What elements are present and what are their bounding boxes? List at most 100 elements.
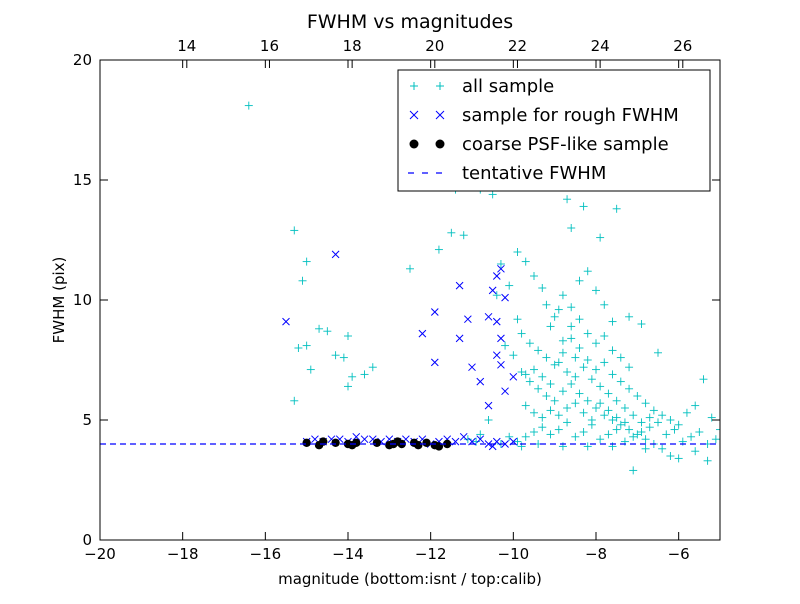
data-point bbox=[682, 408, 691, 417]
data-point bbox=[666, 452, 675, 460]
data-point bbox=[505, 281, 514, 290]
data-point bbox=[331, 250, 340, 259]
data-point bbox=[513, 437, 522, 446]
legend-x-marker bbox=[435, 110, 445, 120]
data-point bbox=[608, 370, 617, 379]
data-point bbox=[282, 317, 290, 326]
x-tick-label: −18 bbox=[167, 545, 199, 563]
data-point bbox=[641, 444, 650, 453]
data-point bbox=[579, 408, 588, 417]
data-point bbox=[542, 300, 551, 309]
data-point bbox=[596, 435, 605, 444]
data-point bbox=[476, 435, 485, 444]
data-point bbox=[484, 312, 493, 321]
data-point bbox=[406, 264, 414, 273]
data-point bbox=[583, 356, 592, 364]
data-point bbox=[687, 432, 696, 441]
data-point bbox=[674, 454, 683, 463]
data-point bbox=[488, 286, 497, 295]
data-point bbox=[497, 360, 505, 369]
data-point bbox=[629, 432, 638, 441]
data-point bbox=[604, 430, 613, 439]
data-point bbox=[517, 368, 526, 376]
x-tick-label: −12 bbox=[415, 545, 447, 563]
data-point bbox=[567, 322, 576, 331]
data-point bbox=[641, 399, 650, 408]
data-point bbox=[517, 329, 526, 338]
data-point bbox=[331, 438, 340, 447]
data-point bbox=[455, 281, 464, 290]
data-point bbox=[360, 370, 369, 379]
legend-label: sample for rough FWHM bbox=[462, 105, 679, 126]
data-point bbox=[670, 425, 679, 434]
data-point bbox=[579, 202, 588, 211]
data-point bbox=[645, 423, 654, 432]
data-point bbox=[290, 226, 299, 235]
data-point bbox=[604, 389, 613, 398]
data-point bbox=[306, 365, 315, 374]
data-point bbox=[459, 231, 468, 240]
data-point bbox=[571, 432, 580, 441]
top-tick-label: 18 bbox=[343, 37, 362, 55]
data-point bbox=[418, 329, 427, 338]
data-point bbox=[302, 257, 311, 266]
data-point bbox=[641, 435, 650, 444]
data-point bbox=[497, 264, 505, 273]
data-point bbox=[550, 360, 559, 369]
data-point bbox=[596, 233, 605, 242]
data-point bbox=[596, 399, 605, 408]
data-point bbox=[505, 432, 514, 441]
data-point bbox=[509, 351, 518, 360]
data-point bbox=[604, 406, 613, 415]
data-point bbox=[509, 372, 518, 381]
data-point bbox=[538, 372, 547, 381]
x-tick-label: −20 bbox=[84, 545, 116, 563]
data-point bbox=[567, 224, 576, 232]
data-point bbox=[538, 423, 547, 432]
top-tick-label: 22 bbox=[508, 37, 527, 55]
data-point bbox=[488, 190, 497, 199]
data-point bbox=[674, 420, 683, 429]
data-point bbox=[463, 435, 472, 444]
data-point bbox=[600, 332, 609, 340]
data-point bbox=[372, 438, 382, 447]
x-tick-label: −14 bbox=[332, 545, 364, 563]
axes: −20 −18 −16 −14 −12 −10 −8 −6 14 16 18 20 22 24 26 0 5 10… bbox=[73, 37, 721, 563]
data-point bbox=[637, 428, 646, 436]
data-point bbox=[695, 428, 704, 436]
data-point bbox=[579, 428, 588, 436]
data-point bbox=[625, 363, 634, 372]
data-point bbox=[600, 358, 609, 367]
data-point bbox=[538, 413, 547, 422]
data-point bbox=[587, 416, 596, 424]
data-point bbox=[468, 363, 476, 372]
y-tick-label: 15 bbox=[73, 171, 92, 189]
data-point bbox=[563, 195, 572, 204]
data-point bbox=[501, 387, 509, 396]
data-point bbox=[546, 322, 555, 331]
data-point bbox=[571, 353, 580, 362]
data-point bbox=[633, 392, 642, 400]
data-point bbox=[530, 272, 538, 280]
series-0 bbox=[244, 101, 720, 475]
x-tick-label: −16 bbox=[250, 545, 282, 563]
data-point bbox=[554, 425, 563, 434]
data-point bbox=[645, 413, 654, 422]
chart-title: FWHM vs magnitudes bbox=[307, 11, 513, 33]
x-tick-label: −6 bbox=[668, 545, 690, 563]
data-point bbox=[315, 324, 324, 333]
data-point bbox=[608, 346, 617, 355]
data-point bbox=[430, 358, 439, 367]
data-point bbox=[331, 351, 340, 360]
y-tick-label: 20 bbox=[73, 51, 92, 69]
data-point bbox=[339, 353, 348, 362]
data-point bbox=[501, 293, 509, 302]
legend-entry: sample for rough FWHM bbox=[409, 105, 679, 126]
data-point bbox=[658, 444, 667, 453]
data-point bbox=[571, 399, 580, 408]
data-point bbox=[608, 416, 617, 424]
data-point bbox=[662, 430, 671, 439]
legend-label: all sample bbox=[462, 76, 554, 97]
data-point bbox=[596, 382, 605, 391]
data-point bbox=[654, 418, 662, 427]
